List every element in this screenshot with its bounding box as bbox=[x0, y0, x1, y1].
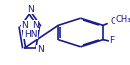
Text: N: N bbox=[37, 45, 43, 54]
Text: HN: HN bbox=[24, 30, 37, 39]
Text: F: F bbox=[109, 36, 114, 45]
Text: N: N bbox=[21, 21, 28, 30]
Text: O: O bbox=[110, 17, 117, 26]
Text: N: N bbox=[27, 5, 33, 14]
Text: N: N bbox=[32, 21, 39, 30]
Text: CH₃: CH₃ bbox=[115, 15, 130, 24]
